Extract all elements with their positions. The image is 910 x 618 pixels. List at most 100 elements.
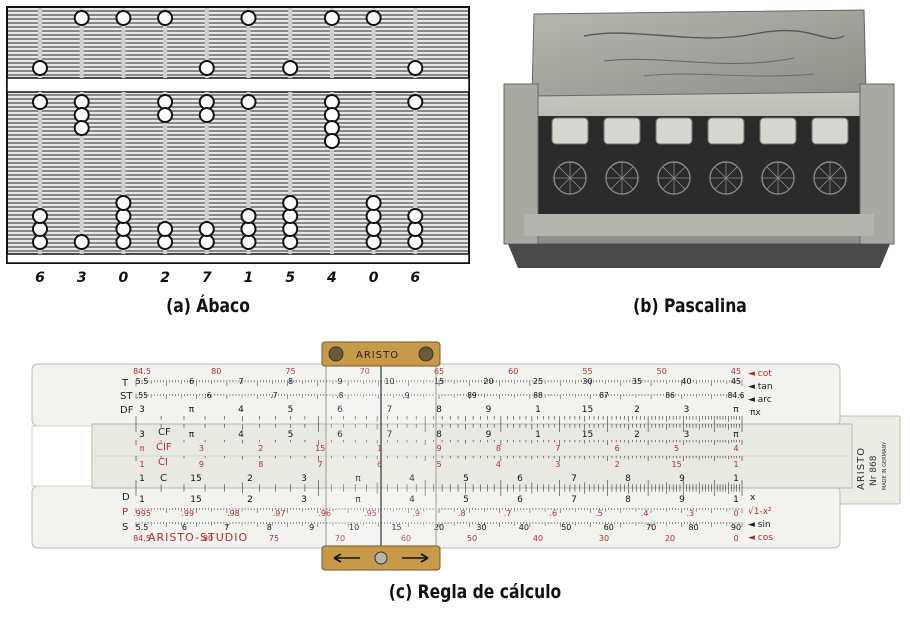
scale-number: 8 <box>436 405 442 415</box>
scale-number: 4 <box>238 430 244 440</box>
abacus-lower-bead <box>75 95 89 109</box>
scale-number: π <box>733 405 739 415</box>
scale-number: 3 <box>139 405 145 415</box>
scale-number: 90 <box>731 523 741 532</box>
scale-number: 2 <box>247 495 253 505</box>
scale-number: 50 <box>561 523 571 532</box>
abacus-lower-bead <box>116 209 130 223</box>
scale-number: 35 <box>632 377 642 386</box>
scale-number: 6 <box>615 444 620 453</box>
scale-number: 3 <box>684 430 690 440</box>
scale-number: 4 <box>496 460 501 469</box>
scale-label-df: DF <box>120 405 134 416</box>
scale-number: 30 <box>582 377 592 386</box>
scale-number: 3 <box>684 405 690 415</box>
abacus-lower-bead <box>116 222 130 236</box>
scale-number: 3 <box>301 495 307 505</box>
scale-number: 15 <box>672 460 682 469</box>
pascaline-wheel <box>604 118 640 144</box>
cursor-screw-icon <box>375 552 387 564</box>
scale-number: 60 <box>604 523 614 532</box>
abacus-lower-bead <box>242 235 256 249</box>
abacus-lower-bead <box>283 222 297 236</box>
scale-number: 75 <box>285 367 295 376</box>
scale-number: 1 <box>733 474 739 484</box>
abacus-divider-bar <box>7 78 469 92</box>
abacus-lower-bead <box>242 209 256 223</box>
scale-number: 2 <box>247 474 253 484</box>
abacus-digit: 7 <box>202 270 212 286</box>
abacus-lower-bead <box>408 235 422 249</box>
scale-number: 8 <box>625 474 631 484</box>
abacus-illustration: 6 3 0 2 7 1 5 4 0 6 <box>6 6 472 288</box>
scale-number: 9 <box>486 405 492 415</box>
abacus-upper-bead <box>33 61 47 75</box>
scale-number: .6 <box>549 509 557 518</box>
extension-made-in: MADE IN GERMANY <box>882 441 888 490</box>
abacus-digit: 6 <box>35 270 45 286</box>
pascaline-wheel <box>760 118 796 144</box>
abacus-lower-bead <box>325 134 339 148</box>
scale-label-p: P <box>122 507 128 518</box>
scale-number: 9 <box>199 460 204 469</box>
abacus-lower-bead <box>158 95 172 109</box>
scale-number: .995 <box>133 509 151 518</box>
abacus-lower-bead <box>158 235 172 249</box>
abacus-digit: 1 <box>244 270 254 286</box>
scale-number: .55 <box>136 391 148 400</box>
scale-number: 7 <box>571 495 577 505</box>
scale-number: .7 <box>504 509 512 518</box>
scale-number: 5 <box>463 495 469 505</box>
scale-number: 8 <box>258 460 263 469</box>
cursor-brand: ARISTO <box>356 350 399 361</box>
scale-number: 2 <box>615 460 620 469</box>
scale-number: 1 <box>139 460 144 469</box>
scale-number: 8 <box>288 377 293 386</box>
scale-number: 87 <box>599 391 609 400</box>
scale-number: 50 <box>467 534 477 543</box>
caption-pascaline: (b) Pascalina <box>624 295 755 317</box>
slide-rule-cursor[interactable]: ARISTO <box>322 342 440 570</box>
abacus-digit: 5 <box>285 270 295 286</box>
scale-number: π <box>189 405 195 415</box>
scale-number: 2 <box>634 430 640 440</box>
scale-number: 75 <box>269 534 279 543</box>
scale-number: 2 <box>258 444 263 453</box>
scale-number: .99 <box>181 509 194 518</box>
abacus-lower-bead <box>325 95 339 109</box>
pascaline-box <box>504 10 894 268</box>
scale-number: 7 <box>571 474 577 484</box>
scale-number: 8 <box>267 523 272 532</box>
scale-number: 7 <box>238 377 243 386</box>
scale-number: 9 <box>309 523 314 532</box>
abacus-digit: 6 <box>410 270 420 286</box>
abacus-lower-bead <box>408 95 422 109</box>
scale-number: 40 <box>533 534 543 543</box>
label-sqrt: √1-x² <box>748 506 772 517</box>
abacus-lower-bead <box>116 235 130 249</box>
scale-number: .8 <box>458 509 466 518</box>
scale-label-st: ST <box>120 391 133 402</box>
scale-number: 25 <box>533 377 543 386</box>
abacus-upper-bead <box>116 11 130 25</box>
scale-number: 6 <box>517 474 523 484</box>
abacus-lower-bead <box>33 209 47 223</box>
scale-label-c: C <box>160 473 167 484</box>
scale-label-ci: CI <box>158 457 168 468</box>
scale-number: 8 <box>436 430 442 440</box>
abacus-upper-bead <box>408 61 422 75</box>
scale-number: 30 <box>476 523 486 532</box>
scale-number: 6 <box>517 495 523 505</box>
pascaline-photo <box>494 6 904 288</box>
label-arc: ◄ arc <box>748 395 772 405</box>
scale-number: 3 <box>139 430 145 440</box>
scale-number: 55 <box>582 367 592 376</box>
label-tan: ◄ tan <box>748 382 773 392</box>
scale-number: 70 <box>646 523 656 532</box>
scale-number: 7 <box>318 460 323 469</box>
abacus-lower-bead <box>283 196 297 210</box>
abacus-lower-bead <box>367 196 381 210</box>
scale-number: 15 <box>582 405 593 415</box>
scale-number: 40 <box>519 523 529 532</box>
scale-number: 30 <box>599 534 609 543</box>
